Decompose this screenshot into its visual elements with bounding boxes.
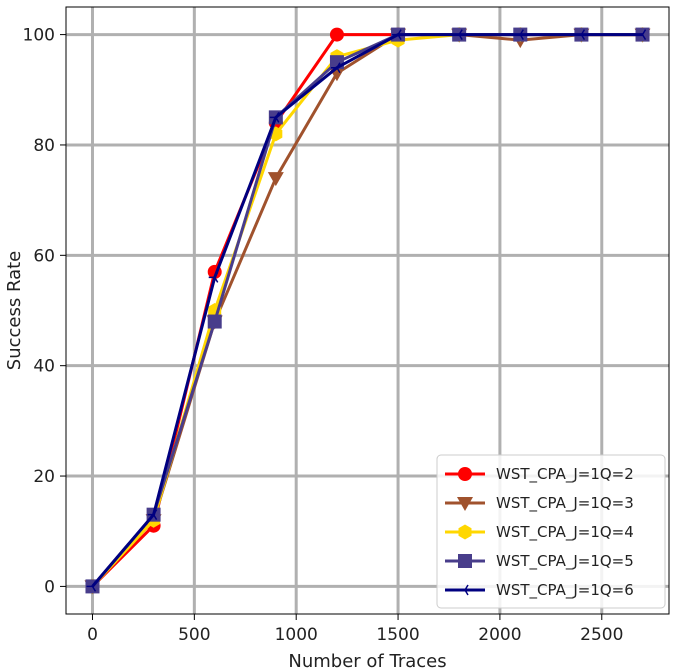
data-point: [457, 497, 473, 511]
data-point: [208, 272, 219, 283]
x-tick-label: 2000: [478, 625, 521, 645]
series-layer: [84, 27, 651, 595]
data-point: [458, 554, 472, 568]
y-tick-label: 40: [33, 357, 55, 377]
y-tick-label: 0: [44, 577, 55, 597]
legend-entry: WST_CPA_J=1Q=6: [445, 581, 634, 600]
y-tick-label: 80: [33, 136, 55, 156]
data-point: [86, 581, 97, 592]
y-tick-label: 60: [33, 246, 55, 266]
legend-entry: WST_CPA_J=1Q=3: [445, 494, 634, 513]
data-point: [329, 27, 344, 42]
data-point: [636, 29, 647, 40]
data-point: [458, 524, 472, 540]
legend-label: WST_CPA_J=1Q=2: [496, 465, 634, 484]
axis-ticks: 0 500 1000 1500 2000 2500 0 20 40 60 80 100: [23, 26, 624, 645]
legend-label: WST_CPA_J=1Q=5: [496, 552, 634, 571]
x-tick-label: 1000: [275, 625, 318, 645]
data-point: [267, 172, 284, 187]
legend: WST_CPA_J=1Q=2 WST_CPA_J=1Q=3 WST_CPA_J=1Q…: [436, 454, 666, 609]
legend-label: WST_CPA_J=1Q=3: [496, 494, 634, 513]
data-point: [392, 29, 402, 40]
y-tick-label: 100: [23, 26, 55, 46]
data-point: [207, 314, 222, 329]
data-point: [458, 467, 472, 481]
x-tick-label: 1500: [376, 625, 419, 645]
y-axis-title: Success Rate: [4, 251, 25, 370]
data-point: [459, 584, 469, 596]
data-point: [514, 29, 524, 40]
series-5: [86, 29, 647, 592]
data-point: [330, 62, 341, 74]
series-line: [91, 33, 643, 588]
legend-entry: WST_CPA_J=1Q=5: [445, 552, 634, 571]
data-point: [575, 29, 586, 40]
plot-frame: [65, 6, 670, 615]
data-point: [269, 111, 280, 123]
y-tick-label: 20: [33, 467, 55, 487]
x-axis-title: Number of Traces: [288, 651, 446, 670]
data-point: [147, 509, 158, 521]
legend-box: [436, 454, 666, 609]
x-tick-label: 500: [178, 625, 210, 645]
x-tick-label: 2500: [580, 625, 623, 645]
legend-label: WST_CPA_J=1Q=4: [496, 523, 634, 542]
legend-label: WST_CPA_J=1Q=6: [496, 581, 634, 600]
legend-entry: WST_CPA_J=1Q=2: [445, 465, 634, 484]
legend-entry: WST_CPA_J=1Q=4: [445, 523, 634, 542]
x-tick-label: 0: [87, 625, 98, 645]
data-point: [453, 29, 463, 40]
